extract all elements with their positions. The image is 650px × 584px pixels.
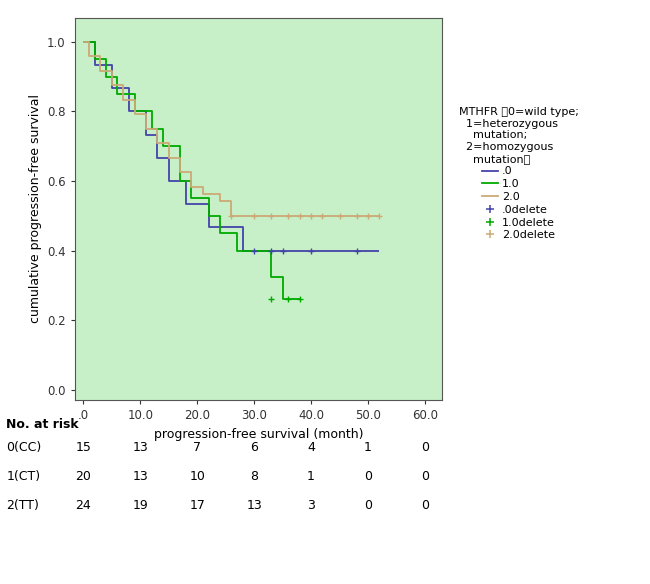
- X-axis label: progression-free survival (month): progression-free survival (month): [153, 427, 363, 440]
- Text: 13: 13: [246, 499, 262, 512]
- Y-axis label: cumulative progression-free survival: cumulative progression-free survival: [29, 94, 42, 324]
- Text: 1(CT): 1(CT): [6, 470, 40, 483]
- Text: 13: 13: [133, 470, 148, 483]
- Text: 0: 0: [421, 499, 429, 512]
- Text: 17: 17: [189, 499, 205, 512]
- Text: 20: 20: [75, 470, 91, 483]
- Text: 0: 0: [421, 470, 429, 483]
- Text: 1: 1: [307, 470, 315, 483]
- Text: 8: 8: [250, 470, 258, 483]
- Text: 7: 7: [193, 441, 201, 454]
- Legend: .0, 1.0, 2.0, .0delete, 1.0delete, 2.0delete: .0, 1.0, 2.0, .0delete, 1.0delete, 2.0de…: [458, 107, 578, 240]
- Text: 3: 3: [307, 499, 315, 512]
- Text: 13: 13: [133, 441, 148, 454]
- Text: No. at risk: No. at risk: [6, 418, 79, 430]
- Text: 0: 0: [364, 499, 372, 512]
- Text: 6: 6: [250, 441, 258, 454]
- Text: 15: 15: [75, 441, 91, 454]
- Text: 24: 24: [75, 499, 91, 512]
- Text: 19: 19: [133, 499, 148, 512]
- Text: 4: 4: [307, 441, 315, 454]
- Text: 1: 1: [364, 441, 372, 454]
- Text: 0(CC): 0(CC): [6, 441, 42, 454]
- Text: 2(TT): 2(TT): [6, 499, 40, 512]
- Text: 0: 0: [364, 470, 372, 483]
- Text: 10: 10: [189, 470, 205, 483]
- Text: 0: 0: [421, 441, 429, 454]
